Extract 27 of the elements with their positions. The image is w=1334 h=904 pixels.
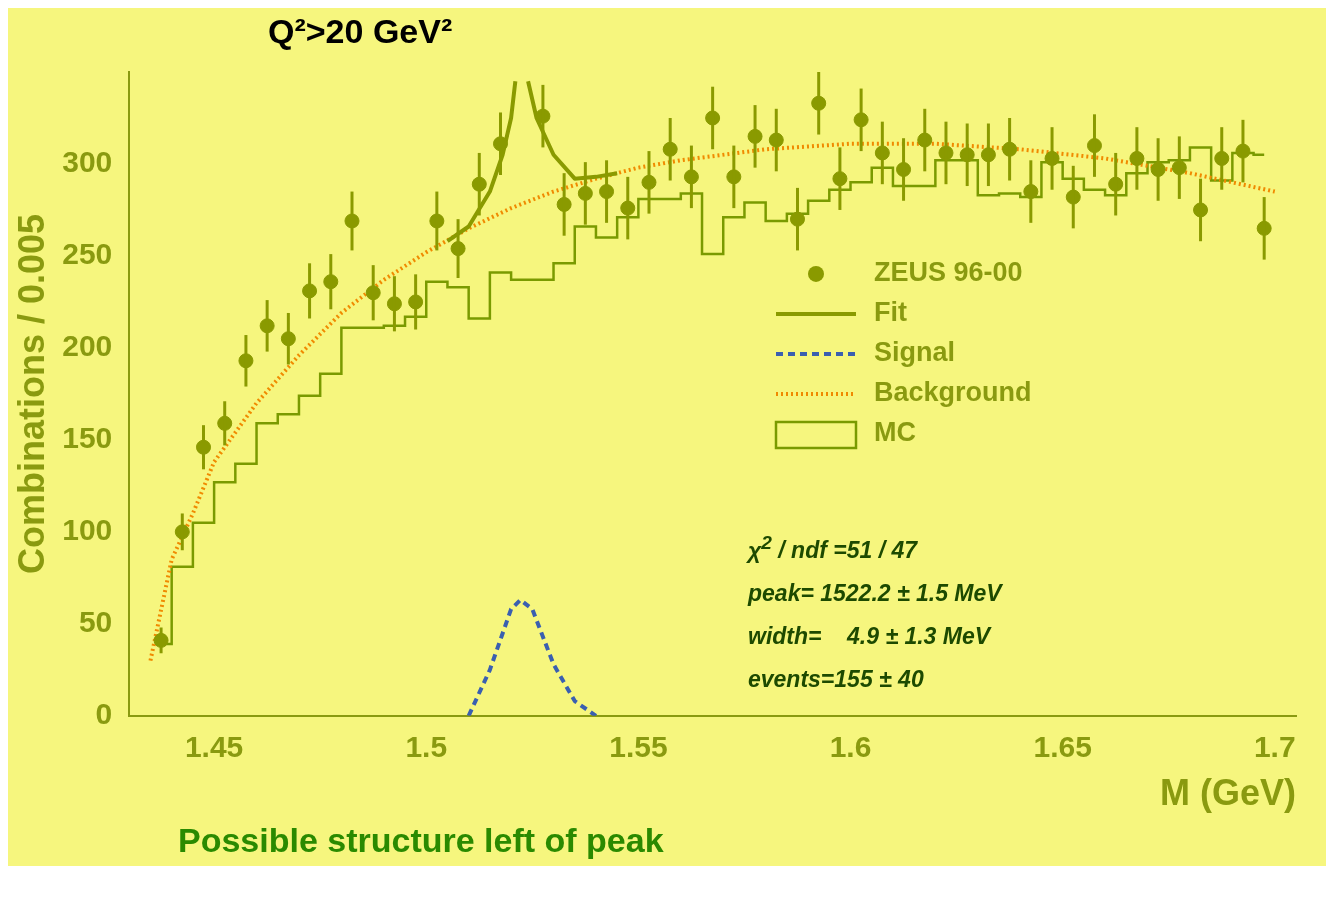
annotation: width= 4.9 ± 1.3 MeV <box>748 621 993 651</box>
y-tick-label: 100 <box>62 513 113 547</box>
legend-label: Background <box>874 377 1032 408</box>
annotation: peak= 1522.2 ± 1.5 MeV <box>748 578 1002 608</box>
x-tick-label: 1.55 <box>609 730 668 764</box>
y-tick-label: 0 <box>95 697 113 731</box>
x-tick-label: 1.45 <box>184 730 244 764</box>
annotation: events=155 ± 40 <box>748 664 925 694</box>
x-tick-label: 1.65 <box>1033 730 1092 764</box>
y-axis-title: Combinations / 0.005 <box>10 213 52 574</box>
y-tick-label: 150 <box>62 421 113 455</box>
y-tick-label: 300 <box>62 145 113 179</box>
x-tick-label: 1.6 <box>829 730 872 764</box>
legend-label: Fit <box>874 297 907 328</box>
x-axis-title: M (GeV) <box>1159 772 1296 814</box>
y-tick-label: 50 <box>78 605 113 639</box>
text: Q²>20 GeV² <box>267 11 454 51</box>
legend-label: MC <box>874 417 916 448</box>
x-tick-label: 1.7 <box>1253 730 1296 764</box>
text: Possible structure left of peak <box>177 821 665 861</box>
legend-label: Signal <box>874 337 956 368</box>
y-tick-label: 250 <box>62 237 113 271</box>
annotation: χ$^{2}$ / ndf =51 / 47 <box>748 531 919 565</box>
legend-label: ZEUS 96-00 <box>874 257 1023 288</box>
y-tick-label: 200 <box>62 329 113 363</box>
line-series <box>466 597 598 716</box>
x-tick-label: 1.5 <box>405 730 448 764</box>
